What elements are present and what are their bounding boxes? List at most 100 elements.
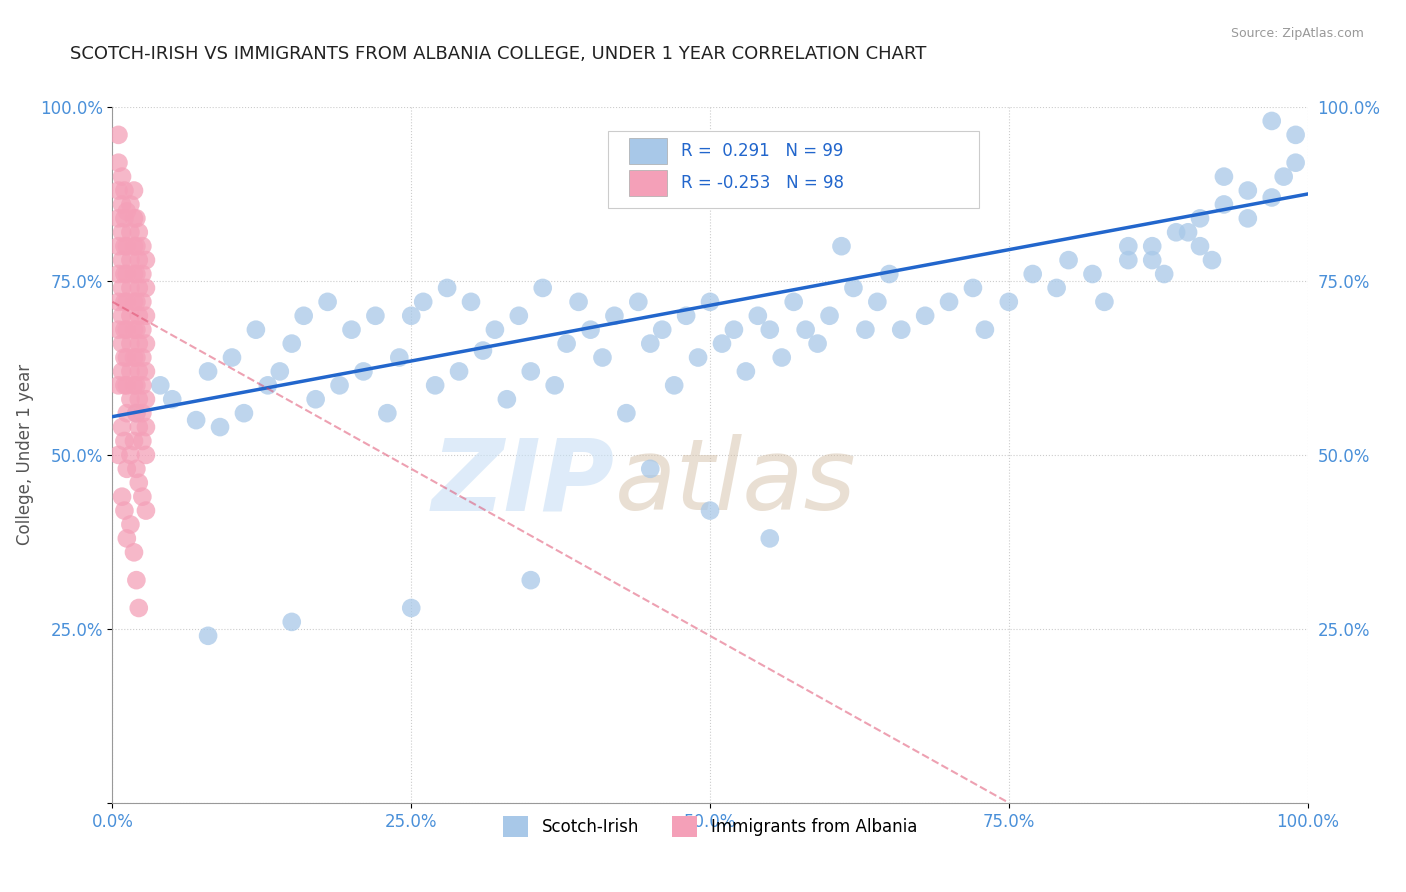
Point [831,239,853,253]
Point [115,323,138,337]
Point [120,225,142,239]
Point [128,281,150,295]
Point [122,323,145,337]
Point [651,323,673,337]
Point [111,309,134,323]
Point [125,351,148,365]
Point [131,323,153,337]
Point [125,294,148,309]
Point [114,294,135,309]
Point [1166,225,1188,239]
Point [699,294,721,309]
Point [627,294,650,309]
Point [135,336,157,351]
Point [592,351,614,365]
Point [484,323,506,337]
Point [1201,253,1223,268]
Point [120,336,142,351]
Point [125,239,148,253]
Text: atlas: atlas [614,434,856,532]
Point [115,406,138,420]
Point [1237,184,1260,198]
Point [111,420,134,434]
Point [305,392,328,407]
Point [1057,253,1080,268]
Point [114,434,135,448]
Point [111,169,134,184]
Point [1213,197,1236,211]
Point [125,267,148,281]
Point [794,323,817,337]
Point [782,294,804,309]
Point [115,462,138,476]
Point [555,336,578,351]
Point [688,351,710,365]
Point [135,448,157,462]
Point [1177,225,1199,239]
Point [122,351,145,365]
Point [114,211,135,226]
Point [135,392,157,407]
Point [135,281,157,295]
Point [107,323,129,337]
Point [962,281,984,295]
Text: Source: ZipAtlas.com: Source: ZipAtlas.com [1230,27,1364,40]
Point [114,267,135,281]
Point [1272,169,1295,184]
Point [520,364,543,378]
Point [257,378,280,392]
Point [114,323,135,337]
Point [120,309,142,323]
Point [107,184,129,198]
Point [107,239,129,253]
Point [675,309,697,323]
Point [128,225,150,239]
Point [759,532,782,546]
Point [233,406,256,420]
Point [114,239,135,253]
FancyBboxPatch shape [609,131,979,208]
Point [107,211,129,226]
Point [114,378,135,392]
Point [131,267,153,281]
Point [603,309,626,323]
Point [974,323,997,337]
Point [723,323,745,337]
Point [120,253,142,268]
Point [388,351,411,365]
Point [107,267,129,281]
Point [131,490,153,504]
Point [1022,267,1045,281]
Point [128,253,150,268]
Point [115,294,138,309]
Point [122,294,145,309]
Point [520,573,543,587]
Point [401,601,423,615]
Point [890,323,912,337]
Point [807,336,830,351]
Point [131,294,153,309]
Point [131,351,153,365]
Point [855,323,877,337]
Point [128,364,150,378]
Point [1142,253,1164,268]
Point [640,462,662,476]
Point [364,309,387,323]
Point [664,378,686,392]
Point [115,267,138,281]
Point [131,239,153,253]
Point [879,267,901,281]
Point [1081,267,1104,281]
Point [186,413,208,427]
Point [699,503,721,517]
Point [107,155,129,169]
Point [128,336,150,351]
Point [107,128,129,142]
Point [1261,190,1284,204]
Point [1189,211,1212,226]
Point [508,309,530,323]
FancyBboxPatch shape [628,137,666,164]
Point [135,503,157,517]
Point [352,364,374,378]
Point [114,503,135,517]
